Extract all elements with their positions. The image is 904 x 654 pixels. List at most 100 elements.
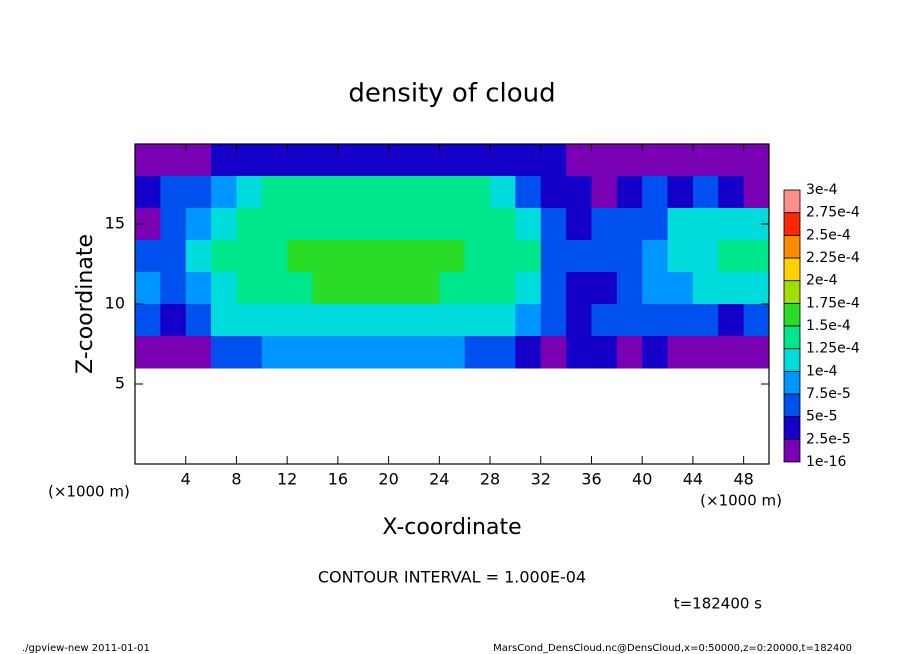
cell: [439, 208, 466, 241]
colorbar-label: 1e-4: [806, 363, 838, 379]
cell: [439, 176, 466, 209]
cell: [667, 304, 694, 337]
cell: [642, 272, 669, 305]
colorbar-band: [783, 234, 801, 259]
cell: [160, 304, 187, 337]
cell: [692, 272, 719, 305]
cell: [692, 336, 719, 369]
x-tick-label: 12: [277, 470, 297, 489]
cell: [591, 272, 618, 305]
cell: [743, 144, 770, 177]
cell: [464, 208, 491, 241]
cell: [160, 144, 187, 177]
colorbar-label: 3e-4: [806, 182, 838, 198]
cell: [718, 240, 745, 273]
cell: [135, 240, 161, 273]
cell: [312, 208, 339, 241]
colorbar-label: 1e-16: [806, 454, 846, 470]
cell: [337, 240, 364, 273]
cell: [261, 304, 288, 337]
cell: [490, 208, 516, 241]
cell: [490, 336, 516, 369]
cell: [211, 144, 237, 177]
cell: [692, 304, 719, 337]
colorbar-band: [783, 370, 801, 395]
cell: [287, 272, 314, 305]
cell: [439, 272, 466, 305]
cell: [261, 272, 288, 305]
cell: [413, 144, 440, 177]
cell: [388, 304, 415, 337]
cell: [160, 176, 187, 209]
cell: [490, 144, 516, 177]
colorbar-label: 2.75e-4: [806, 205, 860, 221]
colorbar-label: 2.5e-4: [806, 227, 851, 243]
cell: [413, 336, 440, 369]
cell: [692, 208, 719, 241]
cell: [718, 272, 745, 305]
cell: [388, 336, 415, 369]
cell: [135, 144, 161, 177]
cell: [363, 240, 390, 273]
footer: ./gpview-new 2011-01-01: [22, 643, 150, 654]
cell: [261, 336, 288, 369]
cell: [616, 208, 643, 241]
cell: [287, 176, 314, 209]
cell: [236, 208, 263, 241]
cell: [261, 176, 288, 209]
cell: [312, 144, 339, 177]
cell: [743, 176, 770, 209]
colorbar-band: [783, 393, 801, 418]
colorbar-band: [783, 438, 801, 463]
cell: [312, 304, 339, 337]
colorbar-band: [783, 302, 801, 327]
cell: [211, 304, 237, 337]
x-tick-label: 28: [480, 470, 500, 489]
cell: [388, 208, 415, 241]
cell: [160, 272, 187, 305]
cell: [439, 144, 466, 177]
cell: [185, 176, 212, 209]
cell: [135, 336, 161, 369]
cell: [312, 336, 339, 369]
cell: [287, 144, 314, 177]
cell: [616, 176, 643, 209]
cell: [616, 240, 643, 273]
cell: [236, 272, 263, 305]
cell: [490, 304, 516, 337]
time-note: t=182400 s: [674, 595, 762, 613]
cell: [743, 304, 770, 337]
cell: [515, 176, 542, 209]
cell: [337, 208, 364, 241]
colorbar-label: 1.5e-4: [806, 318, 851, 334]
cell: [591, 304, 618, 337]
cell: [718, 304, 745, 337]
cell: [642, 208, 669, 241]
cell: [135, 176, 161, 209]
x-axis-label: X-coordinate: [382, 515, 521, 540]
cell: [667, 336, 694, 369]
cell: [160, 240, 187, 273]
cell: [261, 208, 288, 241]
cell: [236, 240, 263, 273]
cell: [515, 144, 542, 177]
cell: [566, 208, 592, 241]
cell: [236, 336, 263, 369]
cell: [211, 176, 237, 209]
chart-title: density of cloud: [348, 79, 555, 109]
cell: [413, 176, 440, 209]
x-tick-label: 48: [733, 470, 753, 489]
cell: [667, 208, 694, 241]
cell: [667, 272, 694, 305]
cell: [337, 144, 364, 177]
cell: [388, 144, 415, 177]
cell: [337, 336, 364, 369]
cell: [439, 240, 466, 273]
field: [135, 144, 770, 369]
cell: [515, 208, 542, 241]
cell: [591, 208, 618, 241]
cell: [211, 272, 237, 305]
colorbar-band: [783, 280, 801, 304]
cell: [185, 240, 212, 273]
